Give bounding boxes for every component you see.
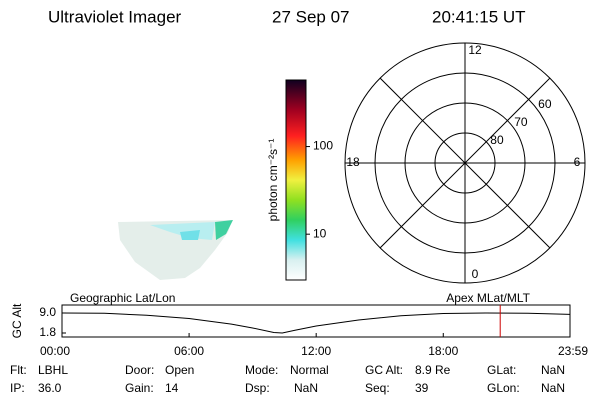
title: Ultraviolet Imager xyxy=(48,7,182,26)
status-value: LBHL xyxy=(38,363,68,377)
x-tick-label: 06:00 xyxy=(174,344,204,358)
status-label: Door: xyxy=(125,363,154,377)
status-label: GC Alt: xyxy=(365,363,403,377)
status-value: NaN xyxy=(541,381,565,395)
polar-frame xyxy=(345,43,585,283)
y-tick-label: 9.0 xyxy=(39,305,56,319)
x-tick-label: 12:00 xyxy=(301,344,331,358)
lat-circle xyxy=(374,72,556,254)
colorbar-tick-label: 10 xyxy=(313,226,327,240)
lat-label: 70 xyxy=(514,115,528,129)
colorbar xyxy=(285,79,307,281)
mlt-label: 18 xyxy=(346,155,360,169)
colorbar-tick-label: 100 xyxy=(313,139,333,153)
status-value: 8.9 Re xyxy=(415,363,451,377)
x-tick-label: 23:59 xyxy=(558,344,588,358)
polar-outer xyxy=(344,42,586,284)
alt-frame xyxy=(61,304,571,338)
uv-image xyxy=(118,220,233,280)
status-value: NaN xyxy=(294,381,318,395)
status-value: Open xyxy=(165,363,194,377)
mlt-label: 12 xyxy=(468,43,482,57)
status-label: Dsp: xyxy=(245,381,270,395)
mlt-label: 6 xyxy=(574,155,581,169)
alt-right-label: Apex MLat/MLT xyxy=(446,291,530,305)
status-value: Normal xyxy=(290,363,329,377)
alt-left-label: Geographic Lat/Lon xyxy=(70,291,175,305)
status-label: Mode: xyxy=(245,363,278,377)
lat-label: 60 xyxy=(538,97,552,111)
alt-ylabel: GC Alt xyxy=(10,303,24,338)
date: 27 Sep 07 xyxy=(272,7,350,26)
status-value: 14 xyxy=(165,381,179,395)
x-tick-label: 00:00 xyxy=(40,344,70,358)
status-value: NaN xyxy=(541,363,565,377)
lat-circle xyxy=(434,132,496,194)
lat-circle xyxy=(404,102,526,224)
colorbar-label: photon cm⁻²s⁻¹ xyxy=(266,139,280,222)
status-value: 39 xyxy=(415,381,429,395)
status-label: Seq: xyxy=(365,381,390,395)
mlt-label: 0 xyxy=(472,267,479,281)
status-label: Flt: xyxy=(10,363,27,377)
y-tick-label: 1.8 xyxy=(39,325,56,339)
time: 20:41:15 UT xyxy=(432,7,526,26)
status-label: IP: xyxy=(10,381,25,395)
alt-line xyxy=(61,312,571,334)
status-label: Gain: xyxy=(125,381,154,395)
status-value: 36.0 xyxy=(38,381,62,395)
status-label: GLat: xyxy=(487,363,516,377)
x-tick-label: 18:00 xyxy=(428,344,458,358)
status-label: GLon: xyxy=(487,381,520,395)
lat-label: 80 xyxy=(490,133,504,147)
